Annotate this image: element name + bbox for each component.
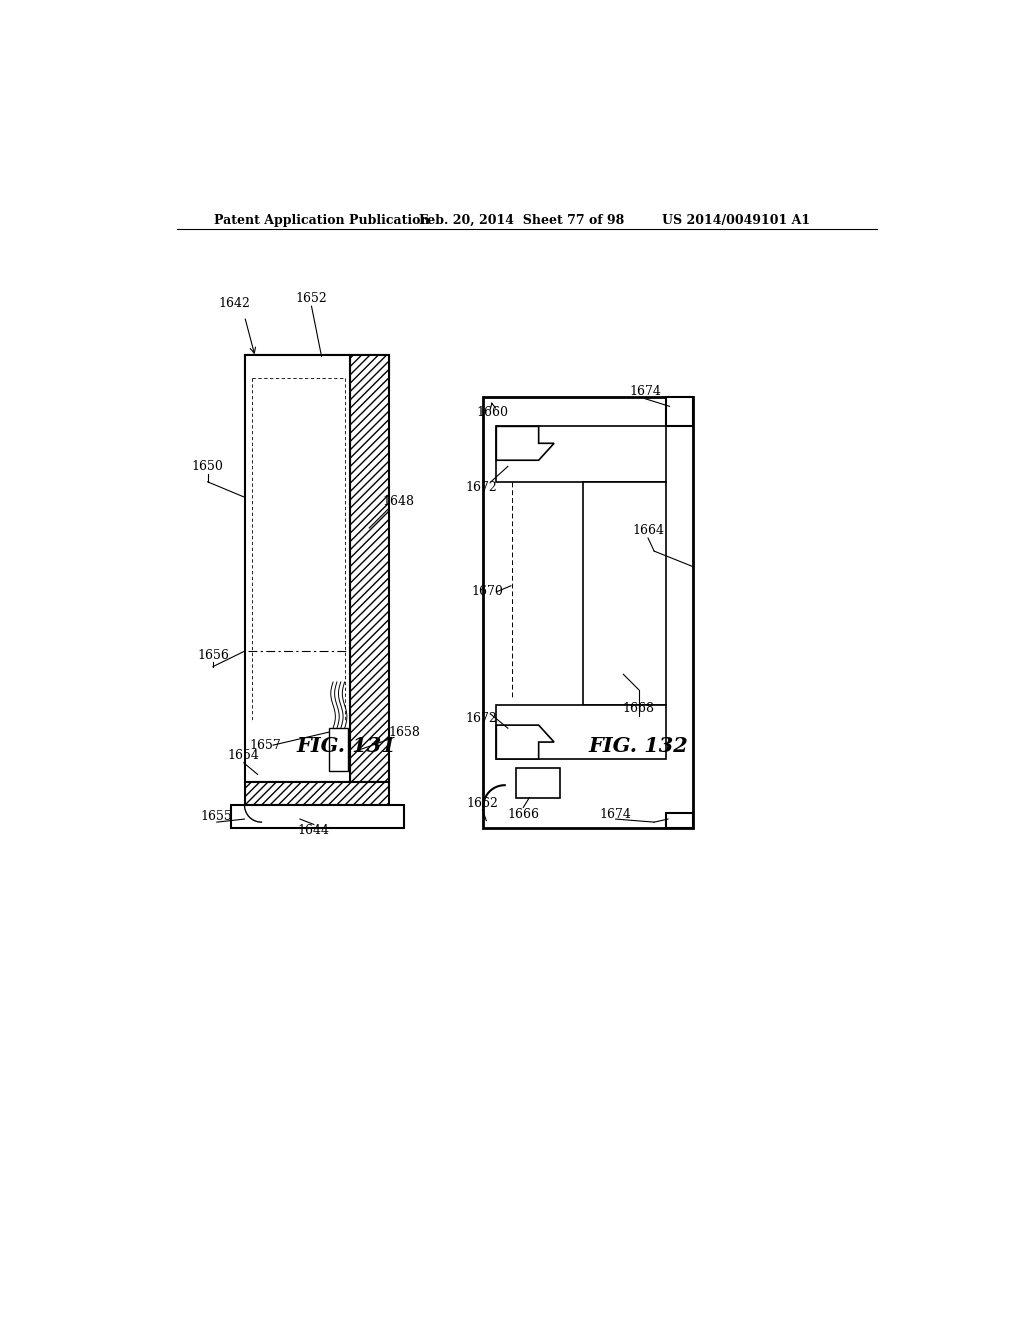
Text: Patent Application Publication: Patent Application Publication bbox=[214, 214, 429, 227]
Text: 1670: 1670 bbox=[471, 585, 503, 598]
Text: 1674: 1674 bbox=[629, 385, 660, 399]
Bar bbox=[245, 355, 350, 781]
Bar bbox=[350, 355, 388, 781]
Text: 1658: 1658 bbox=[388, 726, 420, 739]
Bar bbox=[245, 781, 388, 805]
Bar bbox=[330, 729, 348, 771]
Text: 1668: 1668 bbox=[623, 702, 654, 715]
Polygon shape bbox=[497, 426, 554, 461]
Text: 1648: 1648 bbox=[383, 495, 415, 508]
Polygon shape bbox=[497, 725, 554, 759]
Text: 1655: 1655 bbox=[201, 810, 232, 824]
Bar bbox=[515, 768, 560, 797]
Text: 1662: 1662 bbox=[467, 797, 499, 810]
Text: 1657: 1657 bbox=[250, 739, 282, 751]
Bar bbox=[666, 813, 692, 829]
Text: 1652: 1652 bbox=[296, 292, 328, 305]
Bar bbox=[497, 426, 666, 482]
Text: 1672: 1672 bbox=[466, 482, 498, 495]
Text: 1654: 1654 bbox=[227, 748, 260, 762]
Bar bbox=[666, 397, 692, 426]
Text: 1644: 1644 bbox=[298, 824, 330, 837]
Text: 1674: 1674 bbox=[600, 808, 632, 821]
Bar bbox=[584, 482, 666, 705]
Text: 1664: 1664 bbox=[632, 524, 664, 537]
Bar bbox=[230, 805, 403, 829]
Bar bbox=[245, 355, 388, 378]
Text: US 2014/0049101 A1: US 2014/0049101 A1 bbox=[662, 214, 810, 227]
Text: 1660: 1660 bbox=[476, 407, 509, 418]
Text: 1666: 1666 bbox=[507, 808, 540, 821]
Text: 1642: 1642 bbox=[218, 297, 251, 310]
Bar bbox=[483, 397, 692, 829]
Text: FIG. 132: FIG. 132 bbox=[589, 737, 688, 756]
Text: 1656: 1656 bbox=[197, 648, 229, 661]
Text: 1650: 1650 bbox=[191, 459, 223, 473]
Text: 1672: 1672 bbox=[466, 713, 498, 726]
Text: Feb. 20, 2014  Sheet 77 of 98: Feb. 20, 2014 Sheet 77 of 98 bbox=[419, 214, 625, 227]
Bar bbox=[497, 705, 666, 759]
Text: FIG. 131: FIG. 131 bbox=[296, 737, 396, 756]
